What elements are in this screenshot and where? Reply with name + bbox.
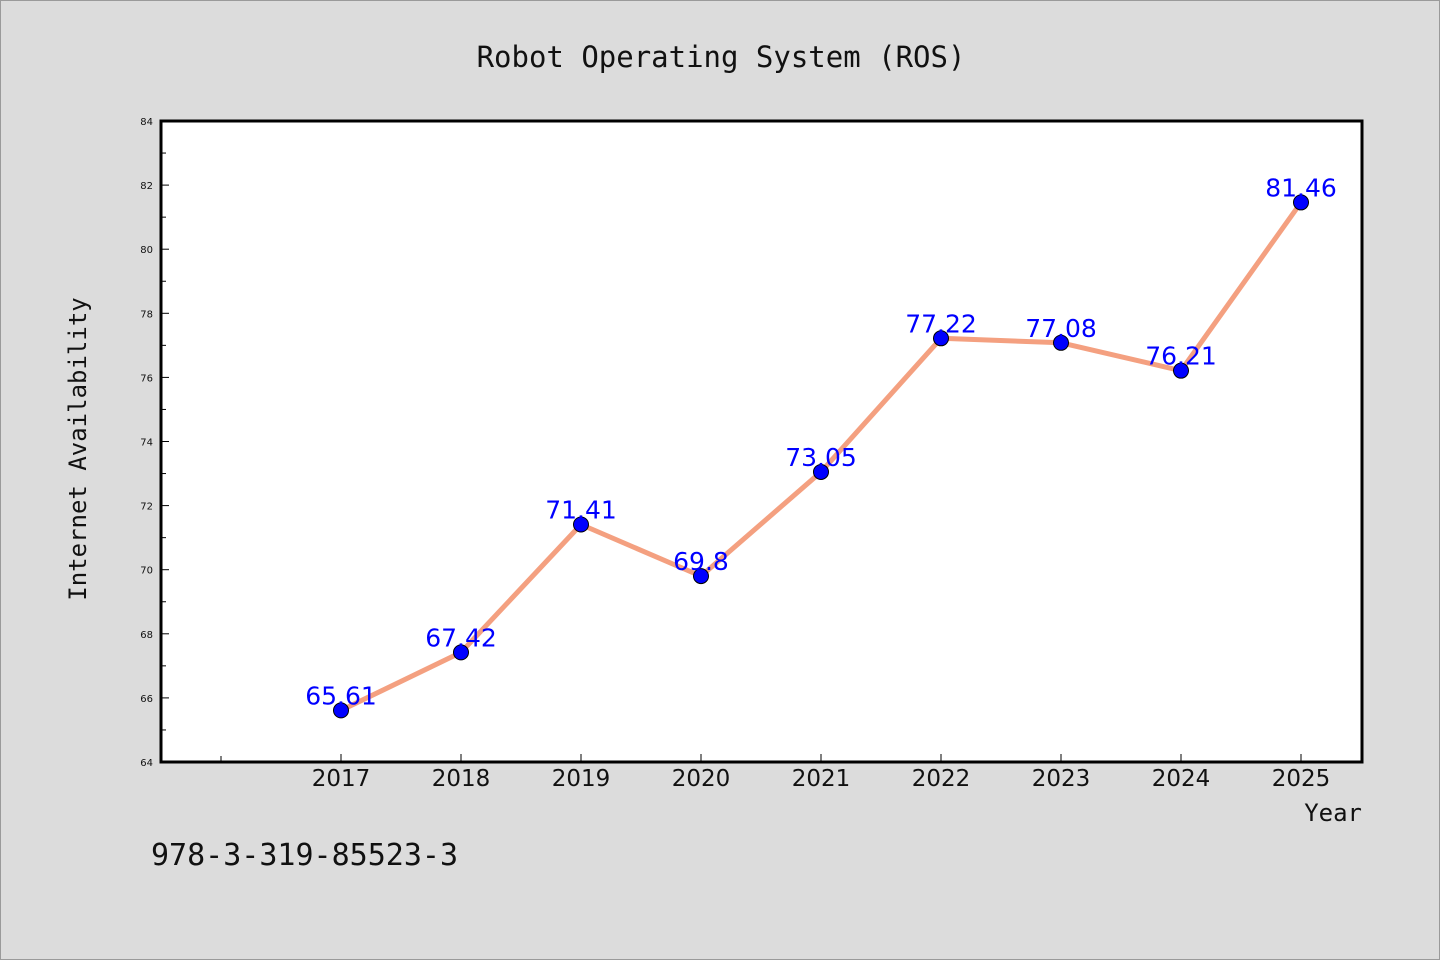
x-axis-ticks: 2017 2018 2019 2020 2021 2022 2023 2024 2025 <box>220 754 1331 792</box>
y-tick-label: 66 <box>140 694 153 705</box>
y-tick-label: 68 <box>140 630 153 641</box>
plot-area <box>159 119 1364 764</box>
x-tick-label: 2022 <box>912 766 971 792</box>
data-label: 77.22 <box>905 309 977 338</box>
y-tick-label: 76 <box>140 373 153 384</box>
data-point <box>1293 194 1309 211</box>
data-point <box>573 516 589 533</box>
data-markers <box>333 194 1309 719</box>
data-point <box>333 702 349 719</box>
y-tick-label: 70 <box>140 566 153 577</box>
x-tick-label: 2019 <box>552 766 611 792</box>
x-tick-label: 2018 <box>432 766 491 792</box>
y-axis-label: Internet Availability <box>64 297 92 600</box>
data-point <box>1173 362 1189 379</box>
y-tick-label: 84 <box>140 117 153 128</box>
data-point <box>693 568 709 585</box>
data-label: 69.8 <box>673 547 729 576</box>
data-label: 77.08 <box>1025 314 1097 343</box>
x-tick-label: 2020 <box>672 766 731 792</box>
x-tick-label: 2024 <box>1152 766 1211 792</box>
data-label: 73.05 <box>785 443 857 472</box>
x-tick-label: 2025 <box>1272 766 1331 792</box>
data-label: 65.61 <box>305 681 377 710</box>
chart-title: Robot Operating System (ROS) <box>477 40 966 74</box>
data-point <box>1053 334 1069 351</box>
x-tick-label: 2023 <box>1032 766 1091 792</box>
y-tick-label: 78 <box>140 309 153 320</box>
data-point <box>453 644 469 661</box>
isbn-text: 978-3-319-85523-3 <box>151 838 458 873</box>
y-tick-label: 74 <box>140 438 153 449</box>
y-axis-ticks: 64 66 68 70 72 74 76 78 80 82 84 <box>140 117 169 769</box>
data-label: 67.42 <box>425 623 497 652</box>
y-tick-label: 80 <box>140 245 153 256</box>
x-axis-label: Year <box>1304 799 1362 827</box>
data-labels: 65.61 67.42 71.41 69.8 73.05 77.22 77.08 76.21 8… <box>305 173 1337 710</box>
data-label: 76.21 <box>1145 342 1217 371</box>
x-tick-label: 2021 <box>792 766 851 792</box>
y-tick-label: 82 <box>140 181 153 192</box>
data-point <box>813 463 829 480</box>
data-label: 71.41 <box>545 496 617 525</box>
x-tick-label: 2017 <box>312 766 371 792</box>
data-label: 81.46 <box>1265 173 1337 202</box>
y-tick-label: 72 <box>140 502 153 513</box>
y-tick-label: 64 <box>140 758 153 769</box>
data-point <box>933 330 949 347</box>
